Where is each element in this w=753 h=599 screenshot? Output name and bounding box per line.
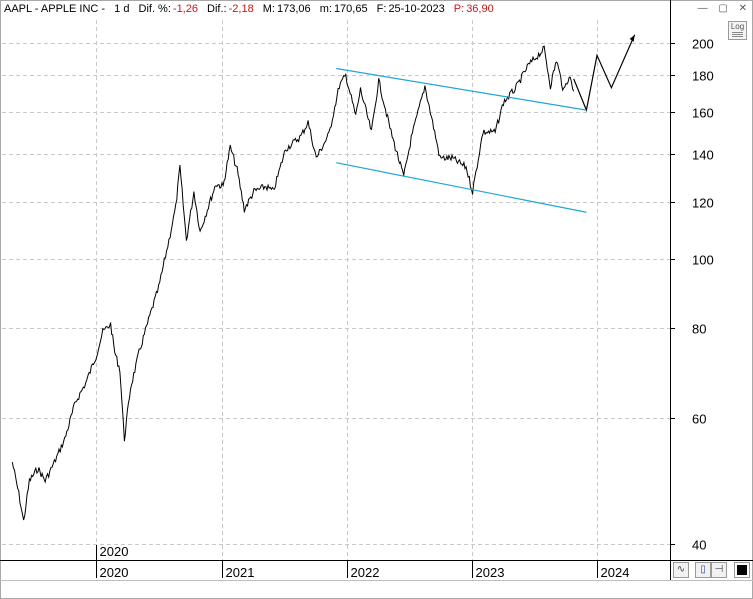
y-tick-label: 200	[692, 37, 714, 52]
y-tick-label: 40	[692, 538, 706, 553]
y-tick-label: 80	[692, 322, 706, 337]
low-value: 170,65	[333, 3, 368, 15]
plot-area	[11, 34, 636, 521]
y-tick-label: 120	[692, 196, 714, 211]
high-label: M:	[262, 3, 275, 15]
maximize-icon[interactable]: ▢	[718, 3, 728, 14]
y-tick-label: 180	[692, 69, 714, 84]
x-tick-label: 2023	[476, 565, 505, 580]
lines-icon	[732, 32, 743, 37]
pin-icon[interactable]: ⊣	[711, 562, 727, 578]
low-label: m:	[319, 3, 332, 15]
high-value: 173,06	[276, 3, 311, 15]
date-label: F:	[376, 3, 387, 15]
x-tick-label: 2022	[351, 565, 380, 580]
x-tick-label: 2020	[100, 565, 129, 580]
dif-pct-label: Dif. %:	[138, 3, 171, 15]
dif-label: Dif.:	[207, 3, 227, 15]
dif-pct-value: -1,26	[172, 3, 198, 15]
x-tick-label: 2021	[226, 565, 255, 580]
color-square-icon[interactable]	[734, 562, 750, 578]
y-axis: 40 60 80 100 120 140 160 180 200	[670, 0, 714, 580]
window-controls: — ▢ ✕	[690, 3, 747, 15]
chart-grid	[2, 20, 670, 560]
log-button-label: Log	[730, 22, 745, 31]
close-icon[interactable]: ✕	[738, 3, 747, 14]
date-value: 25-10-2023	[388, 3, 445, 15]
projection-line	[573, 34, 636, 113]
ticker-label: AAPL - APPLE INC -	[4, 3, 106, 15]
p-label: P:	[453, 3, 465, 15]
price-line	[11, 45, 575, 521]
y-tick-label: 140	[692, 148, 714, 163]
zigzag-tool-icon[interactable]: ∿	[673, 562, 689, 578]
period-label: 1 d	[114, 3, 130, 15]
channel-lower-line	[336, 162, 587, 213]
log-scale-button[interactable]: Log	[728, 21, 747, 40]
p-value: 36,90	[466, 3, 494, 15]
save-icon[interactable]: ▯	[695, 562, 711, 578]
marker-label: 2020	[100, 544, 129, 559]
y-tick-label: 100	[692, 253, 714, 268]
y-tick-label: 160	[692, 106, 714, 121]
projection-arrowhead	[629, 34, 635, 42]
x-tick-label: 2024	[601, 565, 630, 580]
x-axis: 2020 2021 2022 2023 2024 2020	[0, 544, 753, 581]
y-tick-label: 60	[692, 412, 706, 427]
dif-value: -2,18	[228, 3, 254, 15]
channel-upper-line	[336, 67, 587, 111]
minimize-icon[interactable]: —	[697, 3, 708, 14]
instrument-header: AAPL - APPLE INC - 1 d Dif. %: -1,26 Dif.…	[4, 3, 500, 17]
